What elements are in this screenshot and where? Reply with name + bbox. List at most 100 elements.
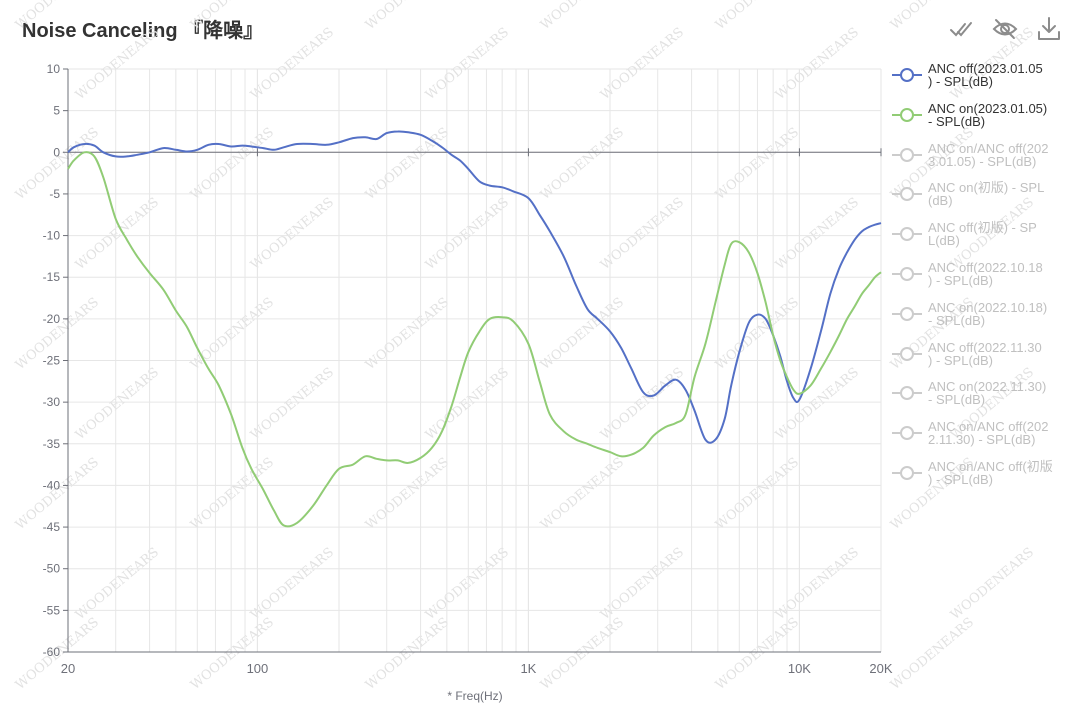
legend-marker-icon [892,386,922,401]
watermark-layer: WOODENEARS WOODENEARS WOODENEARS WOODENEARS… [13,0,1037,693]
x-tick-label: 20K [869,661,892,676]
y-tick-label: 5 [53,104,60,118]
watermark-text: WOODENEARS [888,615,977,693]
legend-item-anc-on-off-2022-11-30[interactable]: ANC on/ANC off(202 2.11.30) - SPL(dB) [890,420,1075,454]
watermark-text: WOODENEARS [363,0,452,33]
watermark-text: WOODENEARS [538,295,627,373]
watermark-text: WOODENEARS [713,0,802,33]
watermark-text: WOODENEARS [538,125,627,203]
axes [63,68,882,653]
y-tick-label: -25 [43,354,61,368]
watermark-text: WOODENEARS [248,545,337,623]
axis-labels: 1050-5-10-15-20-25-30-35-40-45-50-55-602… [43,62,893,703]
legend-item-anc-on-off-2023-01-05[interactable]: ANC on/ANC off(202 3.01.05) - SPL(dB) [890,142,1075,176]
watermark-text: WOODENEARS [363,455,452,533]
legend-marker-icon [892,227,922,242]
legend-item-anc-off-2022-11-30[interactable]: ANC off(2022.11.30 ) - SPL(dB) [890,341,1075,375]
chart-title: Noise Canceling 『降噪』 [22,20,264,42]
legend-marker-icon [892,187,922,202]
legend-label: ANC on/ANC off(初版 ) - SPL(dB) [928,459,1053,487]
watermark-text: WOODENEARS [363,125,452,203]
hide-icon[interactable] [990,14,1020,44]
watermark-text: WOODENEARS [423,545,512,623]
legend-label: ANC off(2022.10.18 ) - SPL(dB) [928,260,1043,288]
watermark-text: WOODENEARS [248,365,337,443]
x-tick-label: 10K [788,661,811,676]
watermark-text: WOODENEARS [948,545,1037,623]
watermark-text: WOODENEARS [73,195,162,273]
y-tick-label: -35 [43,437,61,451]
watermark-text: WOODENEARS [248,25,337,103]
watermark-text: WOODENEARS [248,195,337,273]
watermark-text: WOODENEARS [598,25,687,103]
y-tick-label: 10 [47,62,61,76]
watermark-text: WOODENEARS [538,455,627,533]
legend-marker-icon [892,107,922,122]
watermark-text: WOODENEARS [13,0,102,33]
watermark-text: WOODENEARS [538,0,627,33]
legend-label: ANC off(2023.01.05 ) - SPL(dB) [928,61,1043,89]
watermark-text: WOODENEARS [363,295,452,373]
series-layer [67,130,882,528]
y-tick-label: -60 [43,645,61,659]
y-tick-label: -45 [43,520,61,534]
y-tick-label: -40 [43,478,61,492]
watermark-text: WOODENEARS [73,545,162,623]
watermark-text: WOODENEARS [423,25,512,103]
legend-label: ANC off(初版) - SP L(dB) [928,220,1037,249]
watermark-text: WOODENEARS [363,615,452,693]
legend-marker-icon [892,267,922,281]
legend-item-anc-on-initial[interactable]: ANC on(初版) - SPL (dB) [890,181,1075,215]
legend-label: ANC on(2023.01.05) - SPL(dB) [928,100,1048,129]
watermark-text: WOODENEARS [598,545,687,623]
legend-item-anc-on-2023-01-05[interactable]: ANC on(2023.01.05) - SPL(dB) [890,102,1075,136]
watermark-text: WOODENEARS [188,0,277,33]
legend-item-anc-off-initial[interactable]: ANC off(初版) - SP L(dB) [890,221,1075,255]
legend-item-anc-on-2022-11-30[interactable]: ANC on(2022.11.30) - SPL(dB) [890,380,1075,414]
chart-toolbox [940,14,1070,44]
watermark-text: WOODENEARS [73,365,162,443]
legend-marker-icon [892,306,922,321]
legend-label: ANC on/ANC off(202 3.01.05) - SPL(dB) [928,140,1049,169]
watermark-text: WOODENEARS [73,25,162,103]
watermark-text: WOODENEARS [598,365,687,443]
watermark-text: WOODENEARS [888,0,977,33]
y-tick-label: -30 [43,395,61,409]
watermark-text: WOODENEARS [538,615,627,693]
select-all-icon[interactable] [946,14,976,44]
watermark-text: WOODENEARS [423,195,512,273]
x-tick-label: 20 [61,661,75,676]
legend-label: ANC on/ANC off(202 2.11.30) - SPL(dB) [928,419,1049,448]
y-tick-label: -50 [43,562,61,576]
legend-item-anc-on-off-initial[interactable]: ANC on/ANC off(初版 ) - SPL(dB) [890,460,1075,494]
y-tick-label: -10 [43,229,61,243]
download-icon[interactable] [1034,14,1064,44]
y-tick-label: -15 [43,270,61,284]
y-tick-label: 0 [53,145,60,159]
legend-marker-icon [892,466,922,480]
legend-item-anc-off-2023-01-05[interactable]: ANC off(2023.01.05 ) - SPL(dB) [890,62,1075,96]
y-tick-label: -5 [49,187,60,201]
watermark-text: WOODENEARS [773,545,862,623]
watermark-text: WOODENEARS [598,195,687,273]
y-tick-label: -20 [43,312,61,326]
x-tick-label: 1K [520,661,536,676]
watermark-text: WOODENEARS [773,195,862,273]
legend-marker-icon [892,426,922,441]
watermark-text: WOODENEARS [188,295,277,373]
series-anc-off-2023-01-05 [67,130,882,444]
watermark-text: WOODENEARS [188,455,277,533]
legend-label: ANC off(2022.11.30 ) - SPL(dB) [928,339,1042,368]
legend-item-anc-off-2022-10-18[interactable]: ANC off(2022.10.18 ) - SPL(dB) [890,261,1075,295]
legend-label: ANC on(2022.11.30) - SPL(dB) [928,379,1047,408]
watermark-text: WOODENEARS [423,365,512,443]
legend-label: ANC on(2022.10.18) - SPL(dB) [928,299,1048,328]
watermark-text: WOODENEARS [188,125,277,203]
series-anc-on-2023-01-05 [67,151,882,528]
watermark-text: WOODENEARS [773,25,862,103]
x-axis-title: * Freq(Hz) [447,689,502,703]
legend-item-anc-on-2022-10-18[interactable]: ANC on(2022.10.18) - SPL(dB) [890,301,1075,335]
y-tick-label: -55 [43,603,61,617]
legend-marker-icon [892,68,922,82]
